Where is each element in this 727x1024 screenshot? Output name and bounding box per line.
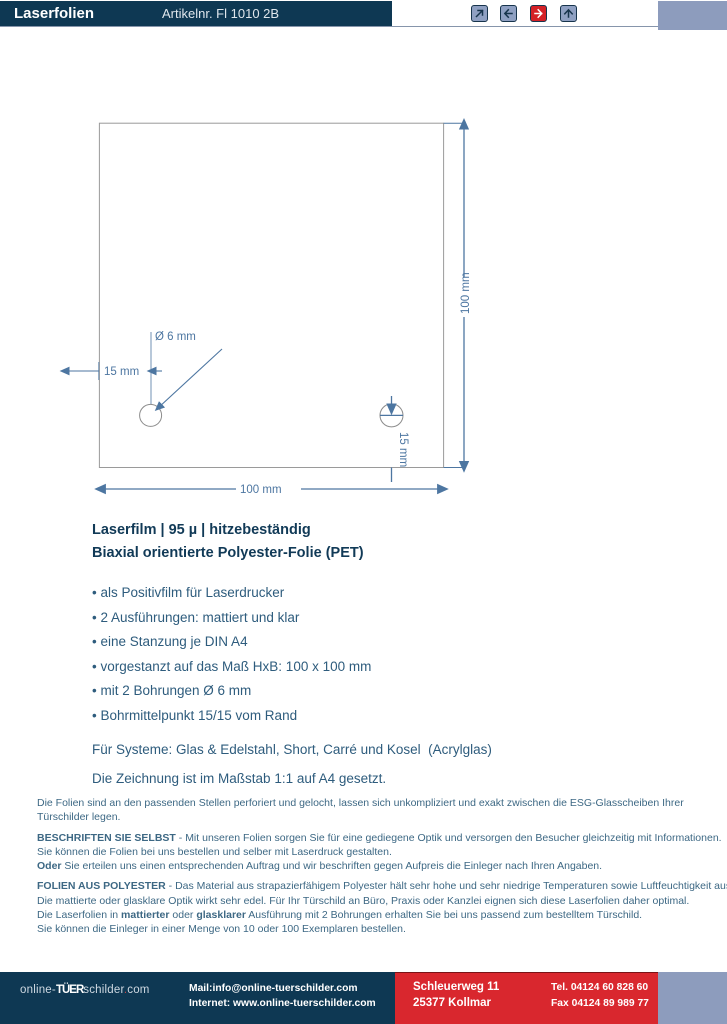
svg-text:15 mm: 15 mm — [104, 366, 139, 378]
svg-text:Ø 6 mm: Ø 6 mm — [155, 331, 196, 343]
svg-text:100 mm: 100 mm — [240, 484, 282, 496]
svg-text:100 mm: 100 mm — [460, 272, 472, 314]
svg-text:15 mm: 15 mm — [397, 432, 409, 467]
